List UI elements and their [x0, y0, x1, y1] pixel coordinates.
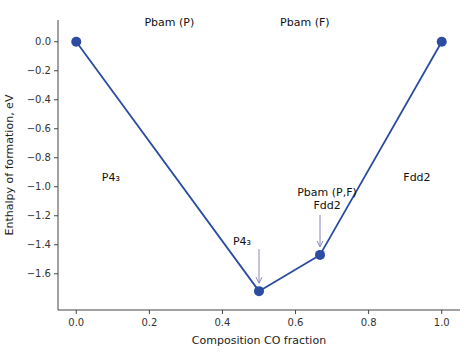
y-tick-label: −1.6	[27, 268, 51, 279]
data-point	[254, 286, 264, 296]
x-tick-label: 0.8	[361, 317, 377, 328]
plot-area	[71, 37, 446, 296]
x-axis-label: Composition CO fraction	[192, 334, 326, 347]
y-tick	[54, 186, 58, 187]
x-axis-line	[58, 310, 460, 311]
y-tick	[54, 273, 58, 274]
y-tick	[54, 70, 58, 71]
annotation: Fdd2	[403, 171, 430, 184]
annotation: Pbam (P)	[144, 16, 194, 29]
data-point	[71, 37, 81, 47]
x-tick-label: 0.2	[141, 317, 157, 328]
annotation-arrow	[320, 215, 321, 247]
y-tick-label: 0.0	[35, 36, 51, 47]
x-tick-label: 0.6	[288, 317, 304, 328]
data-point	[437, 37, 447, 47]
x-tick	[222, 310, 223, 314]
x-tick-label: 0.4	[215, 317, 231, 328]
annotation: P4₃	[233, 235, 251, 248]
y-tick-label: −1.0	[27, 181, 51, 192]
data-point	[315, 250, 325, 260]
annotation: Pbam (F)	[280, 16, 329, 29]
hull-line	[76, 42, 441, 291]
annotation: P4₃	[102, 171, 120, 184]
x-tick	[149, 310, 150, 314]
y-tick	[54, 41, 58, 42]
y-tick-label: −0.2	[27, 65, 51, 76]
y-tick	[54, 215, 58, 216]
x-tick-label: 1.0	[434, 317, 450, 328]
x-tick	[295, 310, 296, 314]
annotation: Pbam (P,F)Fdd2	[297, 186, 357, 212]
chart: 0.0 0.2 0.4 0.6 0.8 1.0 0.0 −0.2 −0.4 −0.6 −0.8 −1.…	[0, 0, 474, 352]
x-tick-label: 0.0	[68, 317, 84, 328]
y-axis-label: Enthalpy of formation, eV	[3, 94, 16, 235]
y-tick-label: −1.4	[27, 239, 51, 250]
x-tick	[441, 310, 442, 314]
y-tick	[54, 128, 58, 129]
y-tick-label: −0.6	[27, 123, 51, 134]
annotation-arrow	[259, 249, 260, 283]
y-tick	[54, 157, 58, 158]
y-tick-label: −1.2	[27, 210, 51, 221]
x-tick	[368, 310, 369, 314]
x-tick	[76, 310, 77, 314]
y-tick	[54, 99, 58, 100]
y-tick-label: −0.8	[27, 152, 51, 163]
y-tick-label: −0.4	[27, 94, 51, 105]
y-axis-line	[58, 20, 59, 310]
y-tick	[54, 244, 58, 245]
